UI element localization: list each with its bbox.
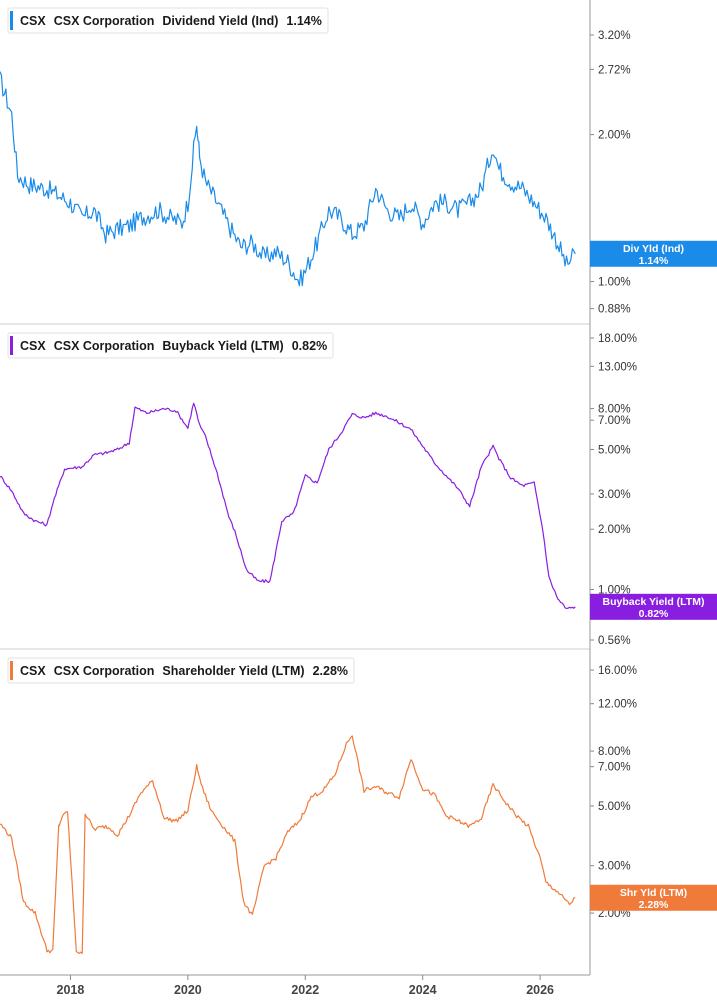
last-value-tag-label: Shr Yld (LTM) (620, 887, 687, 899)
x-tick-label: 2018 (57, 983, 85, 997)
last-value-tag: Shr Yld (LTM)2.28% (590, 884, 717, 911)
last-value-tag-bg (590, 240, 717, 267)
legend-current-value: 2.28% (313, 664, 348, 678)
legend: CSX CSX Corporation Buyback Yield (LTM) 0.8… (7, 332, 334, 359)
y-tick-label: 8.00% (598, 404, 631, 416)
x-tick-label: 2020 (174, 983, 202, 997)
legend-label: CSX CSX Corporation Buyback Yield (LTM) 0.8… (20, 339, 327, 353)
x-tick-label: 2024 (409, 983, 437, 997)
y-tick-label: 2.00% (598, 130, 631, 142)
last-value-tag-label: Buyback Yield (LTM) (603, 596, 705, 608)
last-value-tag: Div Yld (Ind)1.14% (590, 240, 717, 267)
y-tick-label: 3.00% (598, 489, 631, 501)
legend-box (7, 7, 329, 34)
y-tick-label: 12.00% (598, 699, 637, 711)
last-value-tag-value: 1.14% (639, 255, 669, 267)
legend-current-value: 0.82% (292, 339, 327, 353)
legend-metric: Buyback Yield (LTM) (162, 339, 283, 353)
y-tick-label: 0.88% (598, 304, 631, 316)
legend-metric: Dividend Yield (Ind) (162, 14, 278, 28)
y-tick-label: 2.72% (598, 64, 631, 76)
legend-color-swatch (10, 336, 13, 355)
legend-current-value: 1.14% (286, 14, 321, 28)
last-value-tag-value: 2.28% (639, 899, 669, 911)
y-tick-label: 3.20% (598, 30, 631, 42)
legend-company: CSX Corporation (54, 14, 155, 28)
y-tick-label: 5.00% (598, 801, 631, 813)
last-value-tag-bg (590, 593, 717, 620)
y-tick-label: 5.00% (598, 444, 631, 456)
series-line (0, 402, 576, 610)
x-axis: 2018 2020 2022 2024 2026 (0, 974, 590, 997)
legend-box (7, 332, 334, 359)
legend-box (7, 657, 355, 684)
x-tick-label: 2022 (291, 983, 319, 997)
y-tick-label: 1.00% (598, 585, 631, 597)
panel-3: 16.00% 12.00% 8.00% 7.00% 5.00% 3.00% 2.00% (0, 648, 637, 954)
legend-company: CSX Corporation (54, 664, 155, 678)
legend: CSX CSX Corporation Shareholder Yield (LTM… (7, 657, 355, 684)
series-line (0, 71, 576, 287)
y-tick-label: 13.00% (598, 361, 637, 373)
y-tick-label: 7.00% (598, 415, 631, 427)
panel-2: 18.00% 13.00% 8.00%7.00% 5.00% 3.00% 2.00% 1.0… (0, 323, 637, 647)
legend-color-swatch (10, 661, 13, 680)
legend: CSX CSX Corporation Dividend Yield (Ind) 1.… (7, 7, 329, 34)
y-tick-label: 7.00% (598, 762, 631, 774)
panel-1: 3.20% 2.72% 2.00% 1.00% 0.88% (0, 30, 631, 316)
legend-ticker: CSX (20, 339, 46, 353)
legend-company: CSX Corporation (54, 339, 155, 353)
legend-metric: Shareholder Yield (LTM) (162, 664, 304, 678)
x-tick-label: 2026 (526, 983, 554, 997)
y-tick-label: 1.00% (598, 277, 631, 289)
y-tick-label: 2.00% (598, 524, 631, 536)
last-value-tag: Buyback Yield (LTM)0.82% (590, 593, 717, 620)
legend-label: CSX CSX Corporation Dividend Yield (Ind) 1.… (20, 14, 322, 28)
last-value-tag-value: 0.82% (639, 608, 669, 620)
series-line (0, 735, 576, 954)
y-tick-label: 0.56% (598, 635, 631, 647)
y-tick-label: 3.00% (598, 861, 631, 873)
last-value-tag-label: Div Yld (Ind) (623, 243, 684, 255)
legend-color-swatch (10, 11, 13, 30)
y-tick-label: 8.00% (598, 746, 631, 758)
y-tick-label: 2.00% (598, 908, 631, 920)
legend-ticker: CSX (20, 664, 46, 678)
y-tick-label: 16.00% (598, 665, 637, 677)
y-tick-label: 18.00% (598, 333, 637, 345)
last-value-tag-bg (590, 884, 717, 911)
legend-label: CSX CSX Corporation Shareholder Yield (LTM… (20, 664, 348, 678)
legend-ticker: CSX (20, 14, 46, 28)
